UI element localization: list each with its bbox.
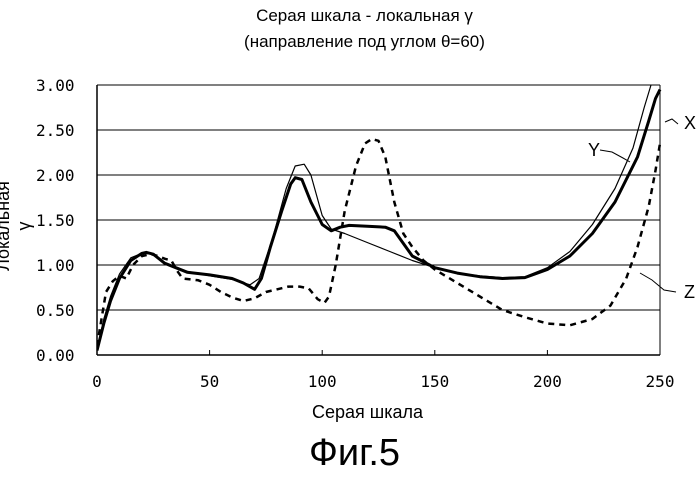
leader-line bbox=[665, 119, 678, 124]
series-z-line bbox=[97, 139, 660, 346]
x-tick-label: 150 bbox=[420, 372, 449, 391]
y-tick-label: 2.00 bbox=[36, 166, 75, 185]
leader-line bbox=[640, 273, 676, 292]
x-axis-label: Серая шкала bbox=[312, 402, 423, 423]
y-tick-label: 3.00 bbox=[36, 76, 75, 95]
x-tick-labels: 0 50 100 150 200 250 bbox=[92, 372, 674, 391]
y-tick-label: 0.50 bbox=[36, 301, 75, 320]
curve-label-x: X bbox=[684, 113, 696, 133]
y-axis-label: Локальная γ bbox=[0, 176, 35, 276]
y-tick-label: 2.50 bbox=[36, 121, 75, 140]
x-tick-label: 200 bbox=[533, 372, 562, 391]
y-tick-label: 0.00 bbox=[36, 346, 75, 365]
leader-line bbox=[600, 150, 630, 162]
y-tick-label: 1.00 bbox=[36, 256, 75, 275]
chart-plot: 0.00 0.50 1.00 1.50 2.00 2.50 3.00 0 50 100 150 20… bbox=[0, 0, 699, 400]
x-tick-label: 100 bbox=[308, 372, 337, 391]
x-tick-label: 0 bbox=[92, 372, 102, 391]
x-tick-label: 50 bbox=[200, 372, 219, 391]
y-tick-label: 1.50 bbox=[36, 211, 75, 230]
curve-label-y: Y bbox=[588, 140, 600, 160]
figure-caption: Фиг.5 bbox=[0, 432, 699, 475]
series-y-line bbox=[97, 85, 651, 351]
grid-lines bbox=[97, 85, 660, 310]
curve-label-z: Z bbox=[684, 282, 695, 302]
x-tick-label: 250 bbox=[646, 372, 675, 391]
series-lines bbox=[97, 85, 660, 351]
y-tick-labels: 0.00 0.50 1.00 1.50 2.00 2.50 3.00 bbox=[36, 76, 75, 365]
